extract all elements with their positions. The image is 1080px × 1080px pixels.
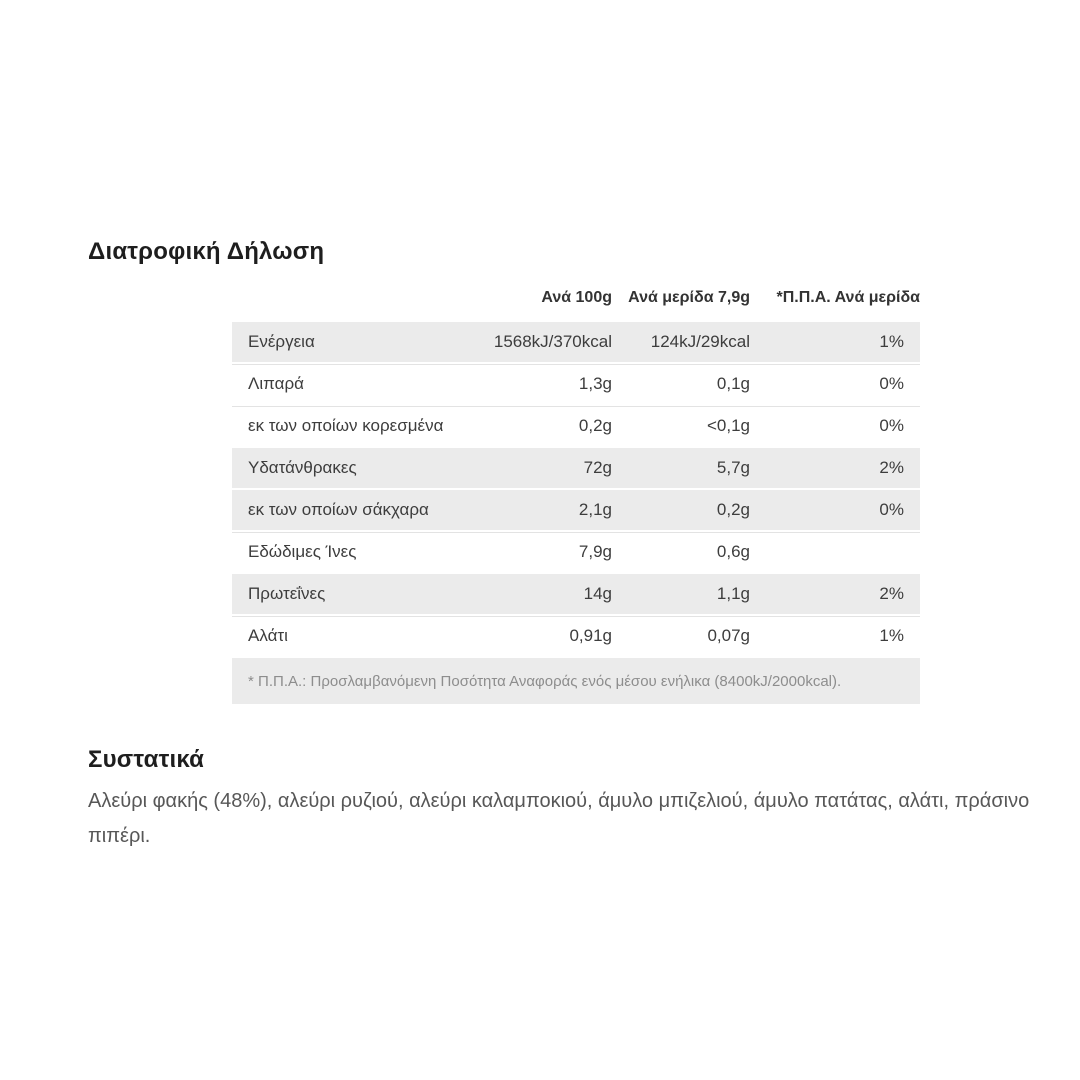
- value-per-100g: 0,2g: [578, 416, 612, 435]
- value-per-100g: 7,9g: [578, 542, 612, 561]
- value-per-100g: 1,3g: [578, 374, 612, 393]
- value-per-serving: 0,07g: [707, 626, 750, 645]
- value-per-serving: 0,1g: [716, 374, 750, 393]
- value-per-serving: 124kJ/29kcal: [650, 332, 750, 351]
- table-row-sugars: εκ των οποίων σάκχαρα 2,1g 0,2g 0%: [232, 488, 920, 530]
- value-per-100g: 1568kJ/370kcal: [493, 332, 612, 351]
- value-ri-per-serving: 0%: [879, 500, 904, 519]
- value-ri-per-serving: 2%: [879, 584, 904, 603]
- nutrient-label: Υδατάνθρακες: [248, 458, 357, 477]
- value-per-serving: 0,2g: [716, 500, 750, 519]
- column-header-ri-per-serving: *Π.Π.Α. Ανά μερίδα: [776, 289, 920, 306]
- column-header-per-100g: Ανά 100g: [541, 289, 612, 306]
- value-ri-per-serving: 0%: [879, 374, 904, 393]
- nutrition-table: Ανά 100g Ανά μερίδα 7,9g *Π.Π.Α. Ανά μερ…: [232, 288, 920, 704]
- value-per-serving: 5,7g: [716, 458, 750, 477]
- nutrient-label: Πρωτεΐνες: [248, 584, 326, 603]
- value-ri-per-serving: 0%: [879, 416, 904, 435]
- column-header-per-serving: Ανά μερίδα 7,9g: [628, 289, 750, 306]
- nutrition-table-header: Ανά 100g Ανά μερίδα 7,9g *Π.Π.Α. Ανά μερ…: [232, 288, 920, 307]
- nutrient-label: εκ των οποίων σάκχαρα: [248, 500, 429, 519]
- nutrient-label: Λιπαρά: [248, 374, 304, 393]
- nutrient-label: Αλάτι: [248, 626, 288, 645]
- value-per-100g: 14g: [583, 584, 612, 603]
- table-row-fat: Λιπαρά 1,3g 0,1g 0%: [232, 362, 920, 404]
- nutrient-label: εκ των οποίων κορεσμένα: [248, 416, 444, 435]
- table-row-protein: Πρωτεΐνες 14g 1,1g 2%: [232, 572, 920, 614]
- nutrition-declaration-title: Διατροφική Δήλωση: [88, 238, 325, 265]
- value-ri-per-serving: 2%: [879, 458, 904, 477]
- value-ri-per-serving: 1%: [879, 332, 904, 351]
- ingredients-text: Αλεύρι φακής (48%), αλεύρι ρυζιού, αλεύρ…: [88, 790, 1030, 847]
- value-ri-per-serving: 1%: [879, 626, 904, 645]
- page: Διατροφική Δήλωση Ανά 100g Ανά μερίδα 7,…: [88, 238, 1030, 847]
- value-per-100g: 72g: [583, 458, 612, 477]
- value-per-100g: 2,1g: [578, 500, 612, 519]
- value-per-serving: <0,1g: [706, 416, 750, 435]
- value-per-100g: 0,91g: [569, 626, 612, 645]
- table-row-saturates: εκ των οποίων κορεσμένα 0,2g <0,1g 0%: [232, 404, 920, 446]
- value-per-serving: 0,6g: [716, 542, 750, 561]
- ri-footnote: * Π.Π.Α.: Προσλαμβανόμενη Ποσότητα Αναφο…: [232, 656, 920, 704]
- nutrient-label: Ενέργεια: [248, 332, 315, 351]
- nutrient-label: Εδώδιμες Ίνες: [248, 542, 357, 561]
- ingredients-title: Συστατικά: [88, 746, 205, 773]
- table-row-salt: Αλάτι 0,91g 0,07g 1%: [232, 614, 920, 656]
- table-row-fibre: Εδώδιμες Ίνες 7,9g 0,6g: [232, 530, 920, 572]
- table-row-carbohydrates: Υδατάνθρακες 72g 5,7g 2%: [232, 446, 920, 488]
- column-header-blank: [232, 288, 472, 307]
- value-per-serving: 1,1g: [716, 584, 750, 603]
- table-row-energy: Ενέργεια 1568kJ/370kcal 124kJ/29kcal 1%: [232, 320, 920, 362]
